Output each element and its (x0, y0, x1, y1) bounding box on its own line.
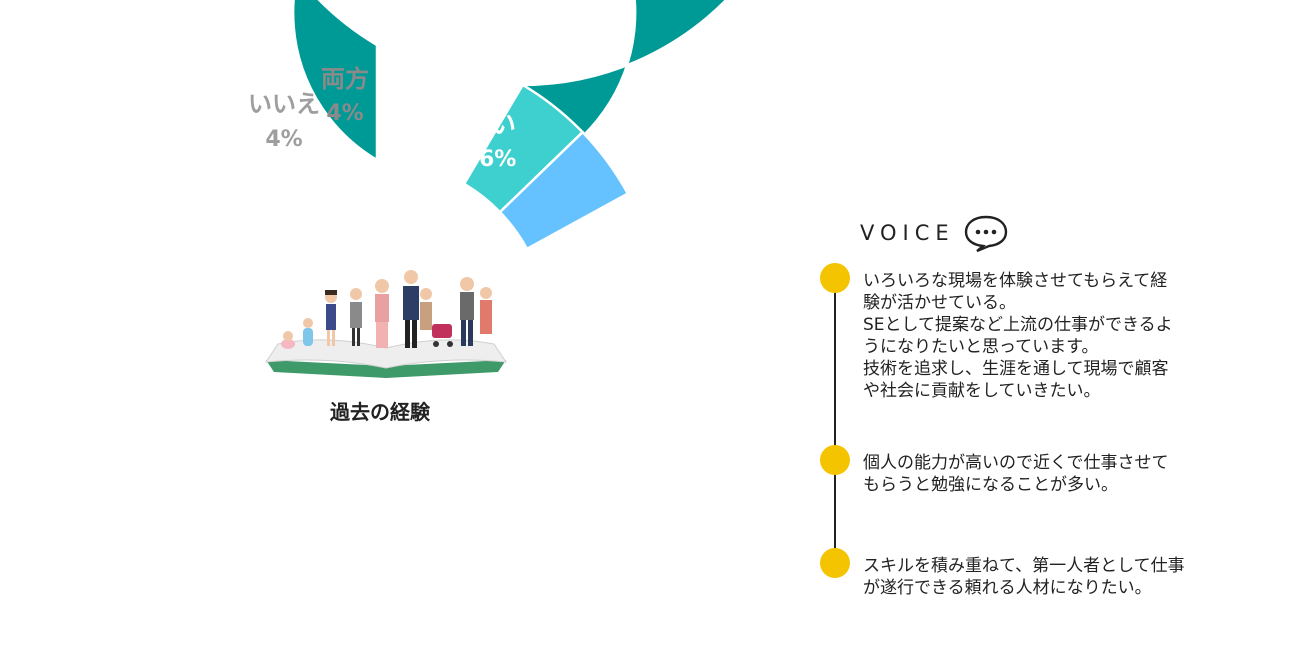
donut-slice-3 (498, 130, 630, 251)
chart-center-label: 過去の経験 (330, 400, 430, 424)
bullet-dot (820, 445, 850, 475)
speech-bubble-icon (964, 215, 1007, 252)
slice-label-3: 両方 (321, 65, 369, 93)
slice-value-label-2: 4% (265, 127, 302, 152)
voice-item-text: いろいろな現場を体験させてもらえて経 験が活かせている。 SEとして提案など上流… (863, 271, 1173, 401)
voice-item-text: 個人の能力が高いので近くで仕事させて もらうと勉強になることが多い。 (863, 453, 1169, 495)
voice-timeline-line (834, 280, 836, 563)
bullet-dot (820, 548, 850, 578)
bullet-dot (820, 263, 850, 293)
voice-header: VOICE (860, 214, 1009, 252)
voice-item-text: スキルを積み重ねて、第一人者として仕事 が遂行できる頼れる人材になりたい。 (863, 556, 1185, 598)
slice-value-label-1: 86% (464, 147, 517, 172)
voice-title: VOICE (860, 221, 955, 245)
slice-value-label-3: 4% (326, 101, 363, 126)
family-illustration (264, 270, 508, 378)
donut-slices (291, 0, 728, 251)
slice-label-1: はい (464, 110, 516, 140)
slice-label-2: いいえ (248, 90, 320, 118)
